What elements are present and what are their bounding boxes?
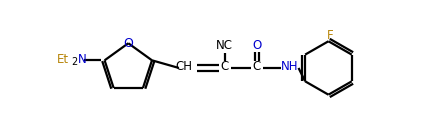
Text: Et: Et xyxy=(57,53,69,66)
Text: NC: NC xyxy=(216,39,233,52)
Text: CH: CH xyxy=(175,61,192,73)
Text: C: C xyxy=(253,61,261,73)
Text: N: N xyxy=(78,53,86,66)
Text: NH: NH xyxy=(281,61,298,73)
Text: O: O xyxy=(252,39,261,52)
Text: F: F xyxy=(327,29,334,42)
Text: C: C xyxy=(221,61,229,73)
Text: 2: 2 xyxy=(72,57,78,67)
Text: O: O xyxy=(123,37,133,50)
